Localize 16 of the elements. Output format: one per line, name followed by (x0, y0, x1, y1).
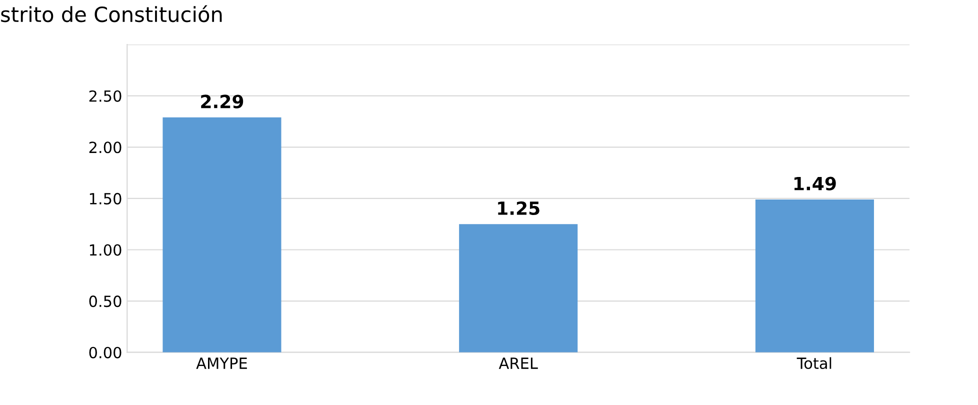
chart-title: strito de Constitución (1, 5, 222, 22)
y-tick-label: 2.50 (89, 90, 122, 102)
y-tick-label: 1.00 (90, 244, 122, 256)
bar (459, 224, 578, 352)
bar (755, 199, 874, 352)
y-tick-label: 1.50 (90, 192, 122, 204)
x-tick-label: Total (796, 357, 832, 370)
y-tick-label: 0.50 (89, 296, 122, 308)
data-label: 1.49 (794, 176, 836, 190)
x-tick-label: AMYPE (196, 358, 247, 369)
data-label: 1.25 (498, 201, 540, 216)
y-tick-label: 2.00 (89, 142, 122, 154)
bar (162, 117, 282, 352)
x-tick-label: AREL (498, 358, 538, 369)
data-label: 2.29 (201, 94, 244, 108)
y-tick-label: 0.00 (89, 346, 122, 358)
